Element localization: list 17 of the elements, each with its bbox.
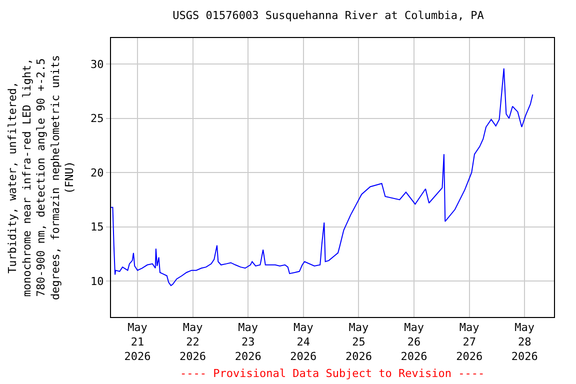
x-tick-label: May 21 2026 bbox=[124, 321, 151, 363]
y-tick-label: 30 bbox=[90, 58, 104, 71]
y-tick-label: 20 bbox=[90, 166, 104, 180]
chart-title: USGS 01576003 Susquehanna River at Columbia, PA bbox=[172, 9, 484, 22]
x-tick-label: May 22 2026 bbox=[180, 321, 206, 363]
y-tick-label: 10 bbox=[90, 275, 104, 288]
x-tick-label: May 27 2026 bbox=[456, 321, 483, 363]
x-tick-label: May 28 2026 bbox=[511, 321, 538, 363]
x-tick-label: May 25 2026 bbox=[345, 321, 372, 363]
x-tick-label: May 23 2026 bbox=[234, 321, 262, 363]
y-tick-label: 15 bbox=[90, 220, 104, 234]
text: ---- Provisional Data Subject to Revision ---- bbox=[180, 367, 485, 380]
line-series bbox=[111, 68, 534, 286]
y-axis-title: Turbidity, water, unfiltered, monochrome near infra-red LED light, 780-900 nm, detection angle 90 +-2.5 degrees, formazin nephelometric units (FNU) bbox=[6, 54, 76, 300]
x-tick-label: May 24 2026 bbox=[290, 321, 317, 363]
y-tick-label: 25 bbox=[90, 112, 104, 126]
x-tick-label: May 26 2026 bbox=[400, 321, 428, 363]
